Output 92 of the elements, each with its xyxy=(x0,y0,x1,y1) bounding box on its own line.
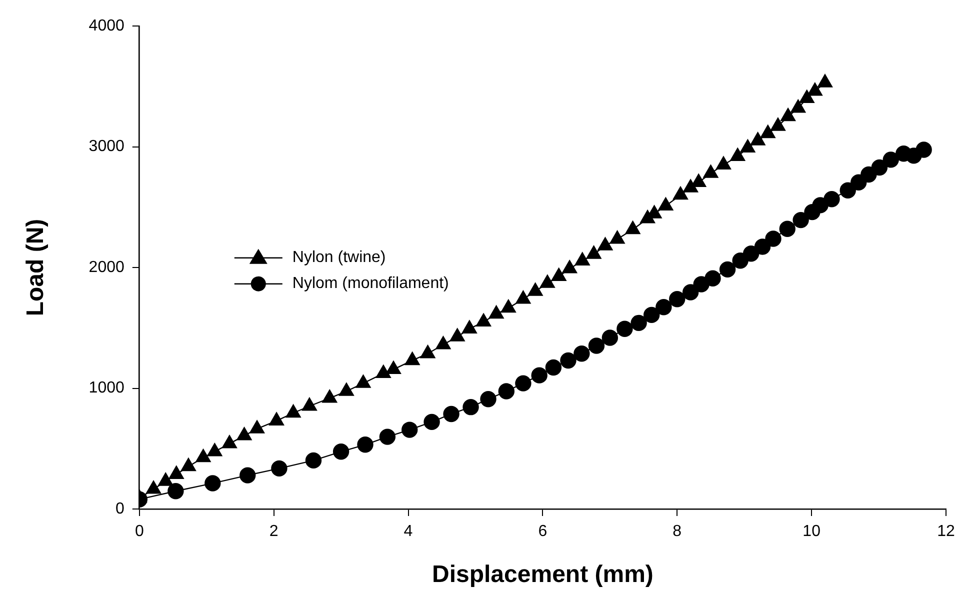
x-tick-label: 4 xyxy=(404,523,413,540)
y-tick-label: 0 xyxy=(115,500,124,518)
x-tick-label: 6 xyxy=(538,523,548,540)
point xyxy=(770,118,786,131)
point xyxy=(443,406,460,422)
point xyxy=(476,313,492,327)
point xyxy=(656,299,672,316)
point xyxy=(498,383,514,400)
x-tick-label: 10 xyxy=(802,523,821,540)
point xyxy=(574,345,590,362)
y-tick-label: 4000 xyxy=(88,17,124,34)
point xyxy=(602,330,618,346)
point xyxy=(562,260,578,274)
point xyxy=(450,328,465,342)
point xyxy=(792,212,809,228)
point xyxy=(516,290,531,304)
point xyxy=(691,174,706,187)
point xyxy=(305,452,322,469)
y-axis-title: Load (N) xyxy=(22,218,50,316)
point xyxy=(488,305,504,319)
point xyxy=(204,475,221,492)
point xyxy=(356,374,371,388)
point xyxy=(765,230,782,247)
point xyxy=(730,148,746,162)
point xyxy=(551,268,566,282)
point xyxy=(402,422,418,438)
y-tick-label: 2000 xyxy=(88,258,124,276)
point xyxy=(750,132,766,146)
point xyxy=(799,90,814,104)
point xyxy=(807,82,822,96)
point xyxy=(515,375,532,392)
legend-label: Nylom (monofilament) xyxy=(292,275,449,292)
point xyxy=(376,364,391,378)
point xyxy=(379,428,396,445)
point xyxy=(760,124,776,138)
point xyxy=(420,344,436,358)
point xyxy=(790,100,806,113)
x-tick-label: 8 xyxy=(672,523,682,540)
point xyxy=(462,398,479,416)
point xyxy=(840,182,856,198)
point xyxy=(240,467,256,484)
x-axis-title: Displacement (mm) xyxy=(432,561,654,588)
point xyxy=(271,460,288,477)
point xyxy=(528,282,543,296)
y-tick-label: 3000 xyxy=(88,138,124,156)
point xyxy=(719,261,736,278)
point xyxy=(669,291,686,308)
point xyxy=(586,246,602,259)
point xyxy=(424,414,440,430)
point xyxy=(436,336,451,350)
point xyxy=(404,352,420,366)
point xyxy=(588,338,605,354)
point xyxy=(682,284,699,300)
point xyxy=(286,404,301,418)
point xyxy=(480,391,496,408)
y-tick-label: 1000 xyxy=(88,380,124,397)
point xyxy=(643,306,660,324)
point xyxy=(780,108,796,122)
point xyxy=(500,299,516,313)
point xyxy=(779,220,796,237)
point xyxy=(574,252,590,266)
point xyxy=(703,164,718,178)
point xyxy=(332,444,350,460)
point xyxy=(704,270,721,286)
point xyxy=(560,352,576,369)
point xyxy=(817,74,833,88)
point xyxy=(683,179,698,192)
point xyxy=(616,320,633,337)
point xyxy=(386,360,402,374)
point xyxy=(302,398,317,411)
point xyxy=(598,237,613,250)
x-tick-label: 0 xyxy=(134,523,144,540)
point xyxy=(322,390,338,403)
point xyxy=(742,246,760,262)
point xyxy=(545,359,562,376)
point xyxy=(338,382,354,396)
point xyxy=(754,238,771,255)
point xyxy=(716,156,732,170)
point xyxy=(630,314,647,332)
point xyxy=(540,274,555,288)
point xyxy=(462,320,477,334)
point xyxy=(168,483,184,500)
point xyxy=(625,220,640,234)
point xyxy=(357,436,374,453)
point xyxy=(672,186,688,200)
legend-label: Nylon (twine) xyxy=(292,249,386,266)
point xyxy=(531,367,548,384)
point xyxy=(610,230,625,244)
x-tick-label: 2 xyxy=(269,523,278,540)
point xyxy=(740,139,756,153)
point xyxy=(658,197,674,211)
x-tick-label: 12 xyxy=(937,523,955,540)
